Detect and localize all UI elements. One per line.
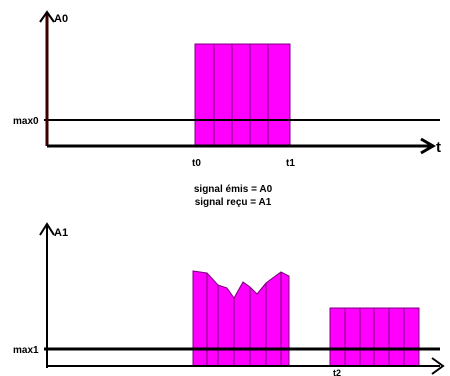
top-t1-label: t1 xyxy=(286,158,295,169)
bottom-y-axis-label: A1 xyxy=(54,227,68,239)
caption-line-1: signal émis = A0 xyxy=(194,184,273,195)
bottom-pulse-distorted xyxy=(192,270,290,367)
top-x-axis-label: t xyxy=(436,139,441,156)
bottom-t2-label: t2 xyxy=(333,368,341,376)
top-t0-label: t0 xyxy=(192,158,201,169)
bottom-threshold-label: max1 xyxy=(13,345,39,356)
top-threshold-label: max0 xyxy=(13,116,39,127)
top-y-axis-arrow xyxy=(39,10,55,23)
bottom-x-axis-arrow xyxy=(431,357,445,375)
top-diagram: A0 t max0 t0 t1 xyxy=(13,10,441,169)
bottom-diagram: A1 max1 t2 xyxy=(13,222,445,376)
top-x-axis-arrow xyxy=(420,137,436,155)
caption: signal émis = A0 signal reçu = A1 xyxy=(194,184,273,208)
bottom-y-axis-arrow xyxy=(39,222,55,236)
top-pulse xyxy=(194,43,291,147)
caption-line-2: signal reçu = A1 xyxy=(195,197,272,208)
top-y-axis-label: A0 xyxy=(54,13,68,25)
